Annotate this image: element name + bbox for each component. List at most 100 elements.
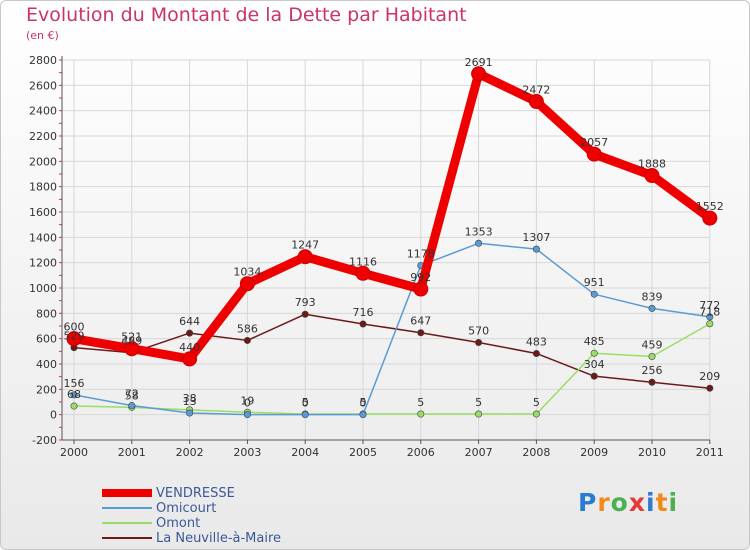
data-label: 5 (533, 396, 540, 409)
data-label: 5 (302, 396, 309, 409)
y-tick-label: 600 (36, 333, 57, 346)
data-label: 992 (410, 271, 431, 284)
data-label: 0 (244, 397, 251, 410)
data-label: 13 (183, 395, 197, 408)
data-point (239, 276, 255, 292)
data-label: 1888 (638, 158, 666, 171)
data-label: 38 (183, 392, 197, 405)
x-tick-label: 2008 (522, 446, 550, 459)
data-point (475, 410, 483, 418)
data-label: 209 (699, 370, 720, 383)
data-point (471, 66, 487, 82)
data-point (301, 310, 309, 318)
data-label: 489 (121, 335, 142, 348)
data-point (475, 239, 483, 247)
data-label: 256 (642, 364, 663, 377)
data-label: 644 (179, 315, 200, 328)
data-point (186, 329, 194, 337)
legend-swatch (102, 489, 152, 497)
data-point (70, 402, 78, 410)
data-label: 1116 (349, 255, 377, 268)
y-tick-label: 2800 (29, 54, 57, 67)
data-label: 5 (417, 396, 424, 409)
y-tick-label: 400 (36, 358, 57, 371)
legend-label: Omicourt (156, 501, 217, 516)
data-label: 156 (64, 377, 85, 390)
data-label: 1178 (407, 247, 435, 260)
y-tick-label: 2200 (29, 130, 57, 143)
grid (62, 59, 711, 441)
y-tick-label: -200 (32, 434, 57, 447)
data-point (359, 411, 367, 419)
data-point (648, 304, 656, 312)
data-label: 647 (410, 315, 431, 328)
data-labels: 600 521 440 1034 1247 1116 992 2691 2472 2057 1888… (64, 56, 724, 410)
data-label: 72 (125, 388, 139, 401)
legend-swatch (102, 507, 152, 509)
data-label: 5 (475, 396, 482, 409)
data-label: 570 (468, 324, 489, 337)
y-tick-label: 0 (50, 409, 57, 422)
y-tick-label: 2400 (29, 105, 57, 118)
data-point (590, 372, 598, 380)
series-line (73, 313, 711, 389)
y-tick-label: 800 (36, 307, 57, 320)
data-label: 1247 (291, 239, 319, 252)
series-line (69, 69, 715, 364)
data-label: 19 (240, 394, 254, 407)
data-label: 521 (121, 331, 142, 344)
data-label: 304 (584, 358, 605, 371)
data-point (532, 245, 540, 253)
series-line (73, 322, 711, 415)
y-tick-label: 2000 (29, 155, 57, 168)
data-label: 0 (360, 397, 367, 410)
chart-title: Evolution du Montant de la Dette par Hab… (26, 4, 467, 26)
data-point (706, 313, 714, 321)
data-point (532, 349, 540, 357)
y-tick-label: 1800 (29, 181, 57, 194)
x-tick-label: 2003 (233, 446, 261, 459)
y-tick-label: 1000 (29, 282, 57, 295)
data-point (586, 146, 602, 162)
legend-label: Omont (156, 516, 201, 531)
x-tick-label: 2009 (580, 446, 608, 459)
data-label: 772 (699, 299, 720, 312)
axes: -200020040060080010001200140016001800200… (29, 54, 724, 459)
data-label: 529 (64, 330, 85, 343)
data-label: 2691 (465, 56, 493, 69)
data-label: 1034 (233, 266, 261, 279)
data-point (355, 265, 371, 281)
x-tick-label: 2011 (696, 446, 724, 459)
data-label: 600 (64, 321, 85, 334)
data-point (182, 351, 198, 367)
data-label: 58 (125, 389, 139, 402)
y-tick-label: 200 (36, 383, 57, 396)
data-label: 459 (642, 339, 663, 352)
data-label: 2472 (522, 84, 550, 97)
series-line (73, 242, 711, 416)
data-label: 1552 (696, 200, 724, 213)
data-point (124, 341, 140, 357)
data-label: 440 (179, 341, 200, 354)
x-tick-label: 2005 (349, 446, 377, 459)
y-tick-label: 1400 (29, 231, 57, 244)
data-label: 5 (360, 396, 367, 409)
data-label: 716 (353, 306, 374, 319)
y-tick-label: 1200 (29, 257, 57, 270)
data-label: 485 (584, 335, 605, 348)
x-tick-label: 2006 (407, 446, 435, 459)
x-tick-label: 2004 (291, 446, 319, 459)
data-point (186, 409, 194, 417)
data-point (243, 336, 251, 344)
legend-label: La Neuville-à-Maire (156, 531, 282, 546)
legend-label: VENDRESSE (156, 486, 235, 501)
data-label: 586 (237, 322, 258, 335)
x-tick-label: 2001 (118, 446, 146, 459)
data-label: 951 (584, 276, 605, 289)
data-point (644, 168, 660, 184)
unit-label: (en €) (26, 29, 59, 42)
x-tick-label: 2007 (465, 446, 493, 459)
data-label: 68 (67, 388, 81, 401)
data-point (297, 249, 313, 265)
data-point (413, 281, 429, 297)
